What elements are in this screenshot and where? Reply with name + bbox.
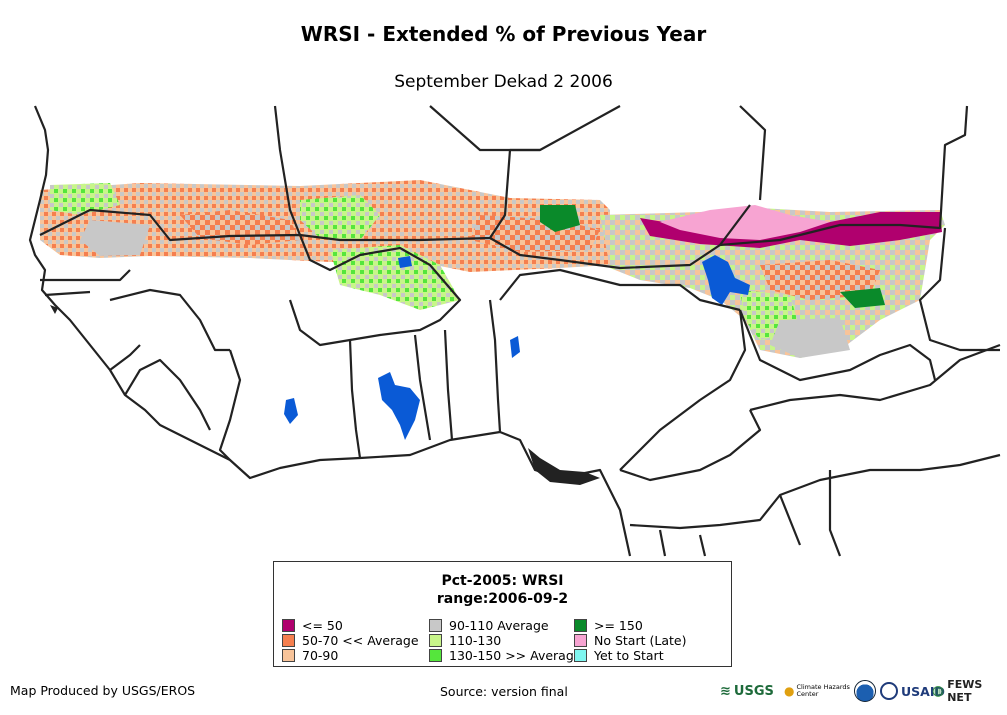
border-congo-drc xyxy=(778,470,842,557)
map-subtitle: September Dekad 2 2006 xyxy=(394,72,613,92)
chc-drop-icon: ● xyxy=(784,683,795,698)
legend-swatch xyxy=(429,619,442,632)
water-bodies xyxy=(284,255,750,440)
wrsi-dark-green-2 xyxy=(840,288,885,308)
border-benin-nigeria xyxy=(488,299,502,433)
wrsi-gray-patch-1 xyxy=(80,220,150,256)
legend-title: Pct-2005: WRSI range:2006-09-2 xyxy=(274,572,731,608)
usgs-logo-text: USGS xyxy=(733,683,774,699)
lake-kossou xyxy=(284,398,298,424)
legend-swatch xyxy=(282,634,295,647)
legend-label: Yet to Start xyxy=(594,648,664,663)
border-nigeria-cameroon xyxy=(619,309,747,471)
map-legend: Pct-2005: WRSI range:2006-09-2 <= 50 50-… xyxy=(273,561,732,667)
legend-title-line1: Pct-2005: WRSI xyxy=(441,573,564,589)
legend-swatch xyxy=(574,634,587,647)
legend-label: 50-70 << Average xyxy=(302,633,419,648)
legend-item-no-start: No Start (Late) xyxy=(574,633,686,648)
legend-item-50-70: 50-70 << Average xyxy=(282,633,419,648)
border-mauritania-mali xyxy=(273,105,302,236)
legend-label: No Start (Late) xyxy=(594,633,687,648)
border-burkina xyxy=(288,234,462,347)
legend-label: 130-150 >> Average xyxy=(449,648,582,663)
usgs-logo: ≋ USGS xyxy=(720,677,780,705)
wrsi-no-start xyxy=(660,205,830,240)
wrsi-gray-patch-2 xyxy=(770,318,850,358)
wrsi-green-patch-1 xyxy=(300,195,380,240)
fews-logo-text: FEWS NET xyxy=(947,678,983,704)
border-equatorial xyxy=(658,529,707,557)
wrsi-map xyxy=(28,105,1001,557)
produced-by-text: Map Produced by USGS/EROS xyxy=(10,683,196,698)
legend-item-130-150: 130-150 >> Average xyxy=(429,648,581,663)
border-guinea xyxy=(109,288,230,352)
border-sahel-south xyxy=(39,148,540,242)
legend-swatch xyxy=(574,619,587,632)
legend-label: 110-130 xyxy=(449,633,502,648)
wrsi-green-patch-3 xyxy=(50,183,120,215)
border-nigeria-north xyxy=(499,268,741,312)
chc-logo-text: Climate Hazards Center xyxy=(796,683,850,698)
border-sierra-leone xyxy=(109,344,141,371)
fews-globe-icon: ◍ xyxy=(932,683,945,699)
legend-item-90-110: 90-110 Average xyxy=(429,618,549,633)
border-senegal-gambia xyxy=(40,269,131,297)
legend-label: 90-110 Average xyxy=(449,618,549,633)
legend-item-ge150: >= 150 xyxy=(574,618,643,633)
border-sudan xyxy=(918,227,1000,352)
border-algeria-libya xyxy=(429,105,621,152)
legend-label: <= 50 xyxy=(302,618,343,633)
legend-title-line2: range:2006-09-2 xyxy=(436,591,569,607)
border-chad-south xyxy=(738,309,937,382)
kainji-lake xyxy=(510,336,520,358)
partner-logos: ≋ USGS ● Climate Hazards Center USAID ◍ FEW… xyxy=(720,677,1002,705)
niger-delta xyxy=(528,448,600,485)
chc-logo: ● Climate Hazards Center xyxy=(784,677,850,705)
legend-item-110-130: 110-130 xyxy=(429,633,501,648)
lake-volta xyxy=(378,372,420,440)
usaid-logo: USAID xyxy=(880,677,950,705)
legend-item-yet-to-start: Yet to Start xyxy=(574,648,664,663)
source-text: Source: version final xyxy=(440,684,568,699)
country-borders xyxy=(28,105,1001,557)
legend-item-70-90: 70-90 xyxy=(282,648,338,663)
coastal-features xyxy=(50,305,600,485)
noaa-emblem-icon xyxy=(854,680,876,702)
bissagos-islands xyxy=(50,305,58,314)
border-car xyxy=(749,343,1001,412)
usaid-seal-icon xyxy=(880,682,898,700)
wrsi-dark-green-1 xyxy=(540,205,580,232)
fews-net-logo: ◍ FEWS NET xyxy=(932,677,1007,705)
legend-swatch xyxy=(574,649,587,662)
map-title: WRSI - Extended % of Previous Year xyxy=(300,22,707,46)
usaid-logo-text: USAID xyxy=(901,683,945,699)
legend-swatch xyxy=(282,619,295,632)
usgs-wave-icon: ≋ xyxy=(720,683,731,699)
border-cameroon-south xyxy=(619,409,762,482)
coastline xyxy=(28,105,632,557)
legend-label: >= 150 xyxy=(594,618,643,633)
border-libya-niger xyxy=(739,105,767,201)
wrsi-data-layer xyxy=(40,180,945,358)
lake-chad xyxy=(702,255,750,305)
border-coted-ivoire xyxy=(218,349,242,461)
legend-item-le50: <= 50 xyxy=(282,618,343,633)
border-liberia xyxy=(124,358,211,431)
wrsi-red-patch-3 xyxy=(760,260,880,300)
legend-swatch xyxy=(429,634,442,647)
lake-bagre xyxy=(398,256,412,268)
border-togo-benin xyxy=(413,329,454,441)
border-gabon-congo xyxy=(629,453,1001,530)
border-ghana xyxy=(348,339,362,459)
legend-label: 70-90 xyxy=(302,648,339,663)
wrsi-green-patch-2 xyxy=(330,245,460,310)
legend-swatch xyxy=(429,649,442,662)
border-niger-chad xyxy=(719,105,969,247)
legend-swatch xyxy=(282,649,295,662)
noaa-logo xyxy=(854,677,878,705)
